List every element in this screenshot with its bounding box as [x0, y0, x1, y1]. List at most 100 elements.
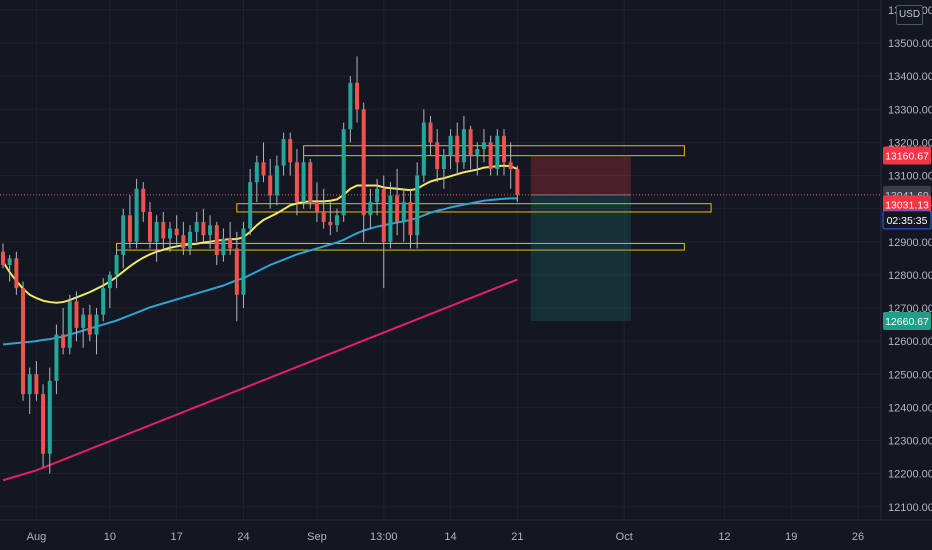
candle [468, 125, 473, 169]
time-tick-label: Sep [307, 531, 327, 543]
candle-body [67, 301, 72, 348]
candle-body [114, 255, 119, 275]
candle [221, 228, 226, 262]
candle-body [61, 334, 66, 348]
candle [341, 122, 346, 222]
candle-body [121, 215, 126, 256]
price-tick-label: 12900.00 [888, 237, 932, 249]
candle [67, 294, 72, 355]
candle-body [395, 195, 400, 222]
candle-body [301, 162, 306, 203]
candle-body [281, 139, 286, 166]
candle-body [161, 221, 166, 239]
candle [21, 281, 26, 401]
candle-body [54, 334, 59, 381]
price-tick-label: 12800.00 [888, 270, 932, 282]
candle-body [475, 149, 480, 156]
zone-rectangle[interactable] [303, 145, 685, 157]
candle-body [495, 135, 500, 169]
time-tick-label: 26 [852, 531, 864, 543]
price-axis-background[interactable] [881, 0, 932, 550]
candle [455, 122, 460, 176]
time-axis-background[interactable] [0, 520, 932, 550]
candle [74, 291, 79, 342]
candle-body [488, 142, 493, 169]
price-tick-label: 12500.00 [888, 369, 932, 381]
time-tick-label: 14 [444, 531, 456, 543]
candle-body [455, 135, 460, 163]
candle [81, 308, 86, 348]
currency-label[interactable]: USD [896, 5, 923, 25]
candle [121, 208, 126, 269]
candle-body [174, 228, 179, 236]
candle [395, 168, 400, 236]
price-tick-label: 13100.00 [888, 171, 932, 183]
candle [268, 158, 273, 209]
candle [161, 211, 166, 249]
price-tag-background [883, 195, 931, 214]
candle-body [508, 162, 513, 169]
candle-body [21, 288, 26, 395]
candle-body [1, 251, 5, 265]
candle [314, 182, 319, 222]
candle [214, 221, 219, 265]
candle-body [234, 248, 239, 295]
candle-body [81, 314, 86, 328]
candle-body [41, 394, 46, 454]
candle [348, 76, 353, 143]
candle-body [154, 221, 159, 242]
candle-body [335, 215, 339, 226]
candle-body [27, 374, 32, 395]
candle [94, 308, 99, 355]
zone-rectangle[interactable] [116, 242, 685, 251]
price-tag-background [882, 210, 932, 230]
candle [301, 155, 306, 209]
candle-body [214, 225, 219, 256]
candle-body [228, 238, 233, 249]
candle-body [288, 139, 293, 163]
price-tick-label: 13300.00 [888, 104, 932, 116]
candle-body [34, 374, 39, 395]
candle-body [321, 211, 326, 222]
candle [134, 178, 139, 249]
candle [241, 221, 246, 309]
candle [127, 195, 132, 249]
candle [61, 308, 66, 355]
price-tick-label: 12300.00 [888, 436, 932, 448]
candle-body [94, 314, 99, 335]
candle [41, 384, 46, 468]
candle [188, 225, 193, 256]
time-tick-label: 21 [511, 531, 523, 543]
candle [321, 188, 326, 229]
candle [168, 221, 172, 252]
candle [435, 129, 440, 183]
candle [428, 115, 433, 156]
short-position-tool[interactable] [530, 155, 631, 322]
candle-body [168, 228, 172, 239]
candle-body [435, 142, 440, 169]
candle-body [408, 202, 413, 236]
price-tag-background [883, 146, 931, 165]
candle-body [181, 235, 186, 249]
candle [488, 135, 493, 176]
candle-body [388, 195, 393, 242]
candle [355, 56, 360, 123]
candle-body [147, 211, 152, 242]
candle [54, 324, 59, 395]
candle-body [428, 122, 433, 143]
candle-body [461, 129, 466, 163]
candle-body [415, 175, 420, 236]
candle-body [248, 182, 253, 229]
candle [388, 182, 393, 249]
candle-body [268, 175, 273, 196]
candlesticks[interactable] [1, 56, 520, 474]
price-tick-label: 12400.00 [888, 402, 932, 414]
candle [502, 129, 506, 176]
position-reward-area[interactable] [530, 194, 631, 322]
position-risk-area[interactable] [530, 155, 631, 195]
price-tick-label: 13500.00 [888, 38, 932, 50]
time-tick-label: 10 [104, 531, 116, 543]
price-tick-label: 12600.00 [888, 336, 932, 348]
moving-average-line [2, 278, 518, 482]
